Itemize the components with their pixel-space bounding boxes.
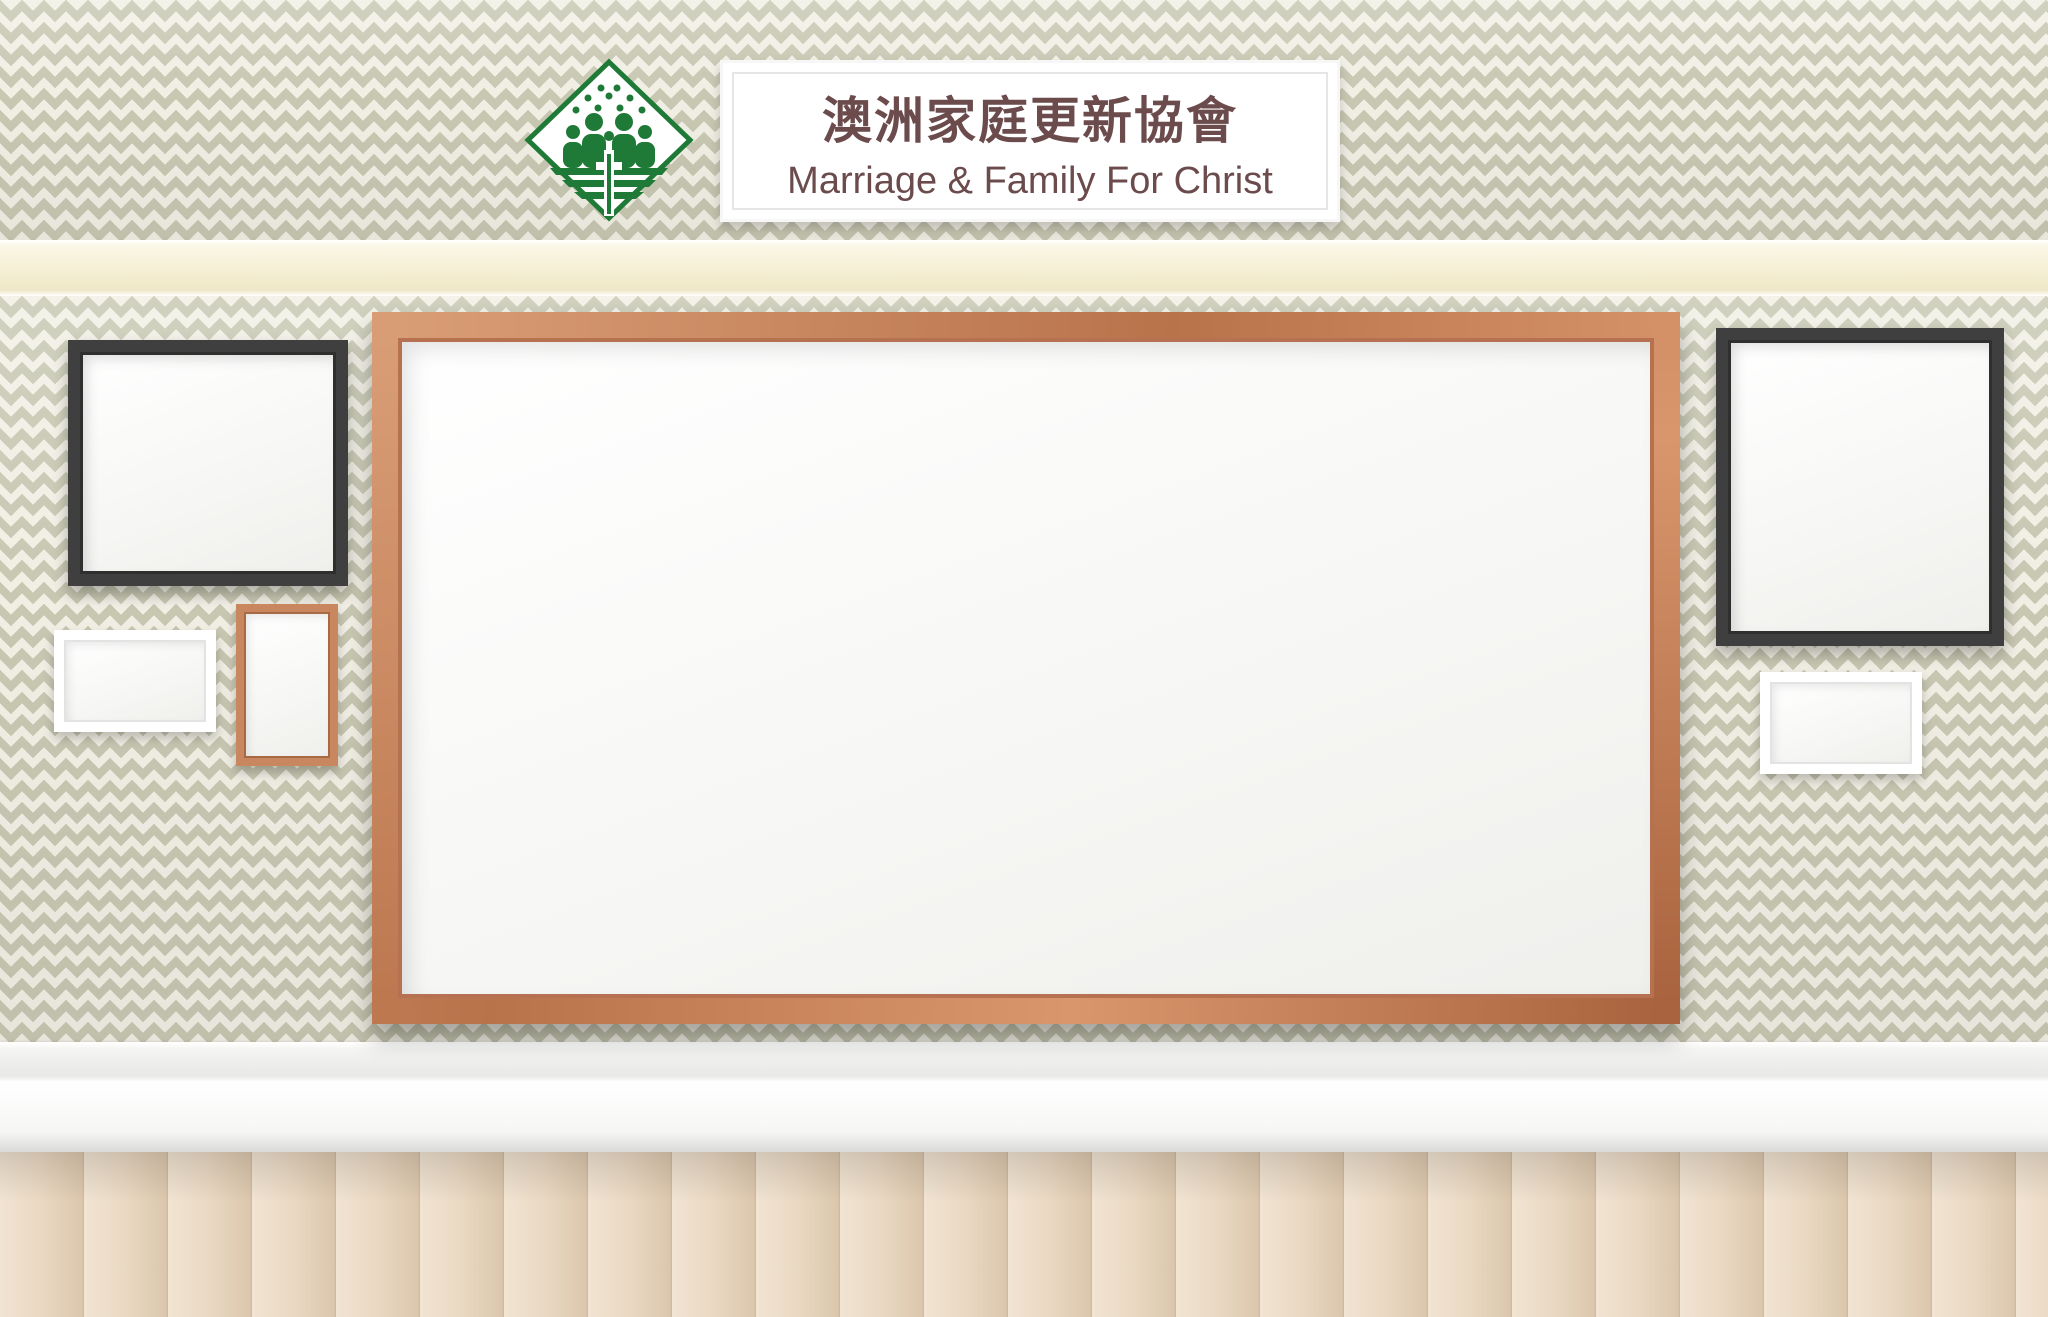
wooden-floor xyxy=(0,1152,2048,1317)
organization-sign: 澳洲家庭更新協會 Marriage & Family For Christ xyxy=(720,60,1340,222)
chair-rail xyxy=(0,240,2048,296)
organization-name-english: Marriage & Family For Christ xyxy=(787,160,1273,202)
frame-dark-right xyxy=(1716,328,2004,646)
frame-white-left-small xyxy=(54,630,216,732)
baseboard xyxy=(0,1042,2048,1152)
frame-wood-center-large xyxy=(372,312,1680,1024)
frame-white-right-small xyxy=(1760,672,1922,774)
organization-name-chinese: 澳洲家庭更新協會 xyxy=(822,92,1238,150)
frame-dark-left xyxy=(68,340,348,586)
frame-wood-left-small xyxy=(236,604,338,766)
family-cross-diamond-icon xyxy=(524,58,694,222)
